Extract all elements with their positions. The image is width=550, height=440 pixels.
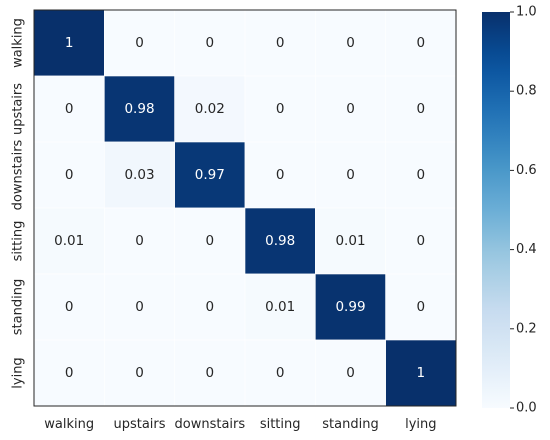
heatmap-cell-walking-sitting (244, 9, 316, 77)
cell-value-label: 0.99 (335, 299, 365, 315)
cell-value-label: 0 (206, 35, 215, 51)
cell-value-label: 0.01 (335, 233, 365, 249)
cell-value-label: 0 (135, 233, 144, 249)
cell-value-label: 0 (65, 299, 74, 315)
cell-value-label: 0 (206, 233, 215, 249)
cell-value-label: 0 (65, 101, 74, 117)
heatmap-cell-walking-upstairs (104, 9, 175, 77)
y-tick-label-walking: walking (11, 18, 26, 68)
cell-value-label: 0 (346, 35, 355, 51)
heatmap-cell-standing-walking (33, 273, 105, 341)
cell-value-label: 0 (346, 365, 355, 381)
heatmap-cell-lying-walking (33, 339, 105, 407)
cell-value-label: 0.01 (265, 299, 295, 315)
cell-value-label: 0 (417, 101, 426, 117)
cell-value-label: 0 (417, 35, 426, 51)
heatmap-cell-sitting-downstairs (174, 207, 246, 275)
heatmap-cell-upstairs-sitting (244, 75, 316, 143)
heatmap-cell-downstairs-sitting (244, 141, 316, 209)
cell-value-label: 0 (135, 299, 144, 315)
heatmap-cell-upstairs-lying (385, 75, 457, 143)
heatmap-cell-downstairs-lying (385, 141, 457, 209)
colorbar: 0.0 0.2 0.4 0.6 0.8 1.0 (482, 5, 537, 416)
x-tick-label-downstairs: downstairs (175, 417, 246, 432)
cell-value-label: 0 (276, 101, 285, 117)
heatmap-cell-standing-sitting (244, 273, 316, 341)
cell-value-label: 0 (276, 35, 285, 51)
cell-value-label: 0 (417, 167, 426, 183)
heatmap-cell-walking-standing (315, 9, 386, 77)
colorbar-ticks: 0.0 0.2 0.4 0.6 0.8 1.0 (510, 5, 537, 416)
heatmap-cell-standing-downstairs (174, 273, 246, 341)
cell-value-label: 0 (65, 365, 74, 381)
y-tick-label-downstairs: downstairs (11, 139, 26, 210)
colorbar-tick-label: 0.6 (516, 163, 537, 178)
colorbar-gradient (482, 12, 510, 408)
cell-value-label: 0 (417, 233, 426, 249)
heatmap-cell-downstairs-downstairs (174, 141, 246, 209)
heatmap-cell-lying-standing (315, 339, 386, 407)
cell-value-label: 0.03 (124, 167, 154, 183)
heatmap-cell-sitting-sitting (244, 207, 316, 275)
cell-value-label: 0 (346, 167, 355, 183)
y-tick-label-lying: lying (11, 357, 26, 388)
colorbar-tick-label: 0.0 (516, 401, 537, 416)
y-axis-ticks: walking upstairs downstairs sitting standing… (11, 18, 26, 389)
heatmap-cell-downstairs-upstairs (104, 141, 175, 209)
x-tick-label-upstairs: upstairs (113, 417, 165, 432)
heatmap-cell-walking-walking (33, 9, 105, 77)
colorbar-tick-label: 0.2 (516, 321, 537, 336)
cell-value-label: 0.98 (124, 101, 154, 117)
x-axis-ticks: walking upstairs downstairs sitting standing… (44, 417, 436, 432)
cell-value-label: 0 (276, 365, 285, 381)
y-tick-label-standing: standing (11, 279, 26, 335)
heatmap-cell-walking-lying (385, 9, 457, 77)
cell-value-label: 0 (346, 101, 355, 117)
heatmap-cell-lying-lying (385, 339, 457, 407)
x-tick-label-lying: lying (405, 417, 436, 432)
colorbar-tick-label: 1.0 (516, 5, 537, 20)
cell-value-label: 0 (135, 365, 144, 381)
cell-value-label: 0.98 (265, 233, 295, 249)
heatmap-cell-downstairs-walking (33, 141, 105, 209)
cell-value-label: 0.02 (195, 101, 225, 117)
cell-value-label: 0 (65, 167, 74, 183)
cell-value-label: 0 (206, 365, 215, 381)
cell-labels: 1 0 0 0 0 0 0 0.98 0.02 0 0 0 0 0.03 0.97 0 0 0 0.01 0 0 0.98… (54, 35, 425, 381)
cell-value-label: 1 (65, 35, 74, 51)
cell-value-label: 1 (417, 365, 426, 381)
cell-value-label: 0.01 (54, 233, 84, 249)
x-tick-label-walking: walking (44, 417, 94, 432)
heatmap-cell-sitting-upstairs (104, 207, 175, 275)
x-tick-label-sitting: sitting (260, 417, 301, 432)
colorbar-tick-label: 0.8 (516, 84, 537, 99)
heatmap-cell-downstairs-standing (315, 141, 386, 209)
x-tick-label-standing: standing (322, 417, 378, 432)
cell-value-label: 0 (417, 299, 426, 315)
cell-value-label: 0 (276, 167, 285, 183)
colorbar-tick-label: 0.4 (516, 242, 537, 257)
cell-value-label: 0 (135, 35, 144, 51)
y-tick-label-sitting: sitting (11, 221, 26, 262)
heatmap-cell-standing-standing (315, 273, 386, 341)
heatmap-cell-sitting-walking (33, 207, 105, 275)
cell-value-label: 0.97 (195, 167, 225, 183)
y-tick-label-upstairs: upstairs (11, 83, 26, 135)
heatmap-cell-sitting-standing (315, 207, 386, 275)
cell-value-label: 0 (206, 299, 215, 315)
plot-frame (33, 9, 457, 407)
heatmap-cells (33, 9, 457, 407)
heatmap-cell-upstairs-upstairs (104, 75, 175, 143)
